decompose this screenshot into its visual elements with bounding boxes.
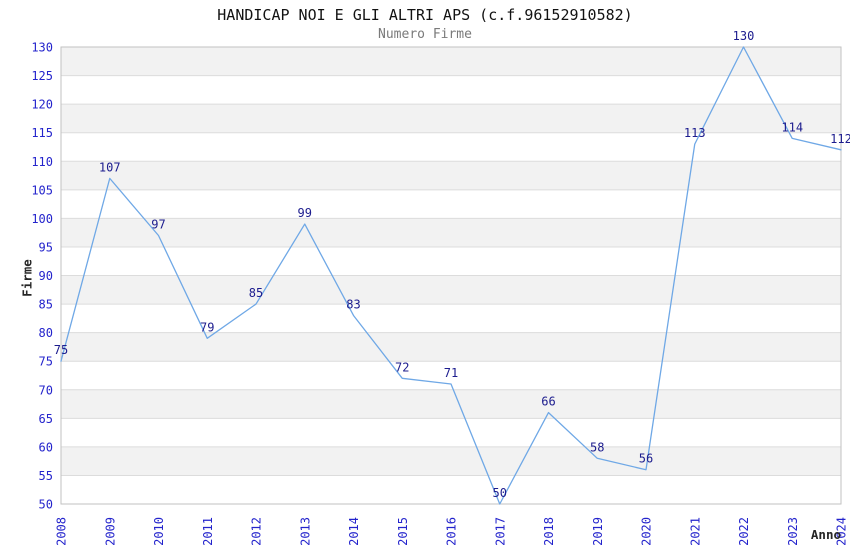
y-tick-label: 65 <box>39 412 53 426</box>
x-tick-label: 2022 <box>737 517 751 546</box>
chart-subtitle: Numero Firme <box>378 27 472 42</box>
x-tick-label: 2024 <box>835 517 849 546</box>
y-tick-label: 105 <box>31 183 53 197</box>
chart-title: HANDICAP NOI E GLI ALTRI APS (c.f.961529… <box>217 6 633 24</box>
data-point-label: 72 <box>395 360 409 374</box>
y-tick-label: 80 <box>39 326 53 340</box>
y-tick-label: 125 <box>31 69 53 83</box>
y-tick-label: 75 <box>39 355 53 369</box>
x-tick-label: 2019 <box>591 517 605 546</box>
data-series-line <box>60 46 842 505</box>
data-point-label: 114 <box>781 120 803 134</box>
data-point-label: 66 <box>541 395 555 409</box>
x-axis-label: Anno <box>810 527 841 542</box>
data-point-label: 50 <box>493 486 507 500</box>
x-tick-label: 2015 <box>396 517 410 546</box>
data-point-label: 130 <box>733 29 755 43</box>
y-tick-label: 100 <box>31 212 53 226</box>
x-tick-label: 2020 <box>640 517 654 546</box>
y-tick-label: 50 <box>39 498 53 512</box>
y-tick-label: 120 <box>31 98 53 112</box>
y-tick-label: 90 <box>39 269 53 283</box>
y-tick-label: 85 <box>39 298 53 312</box>
data-point-label: 71 <box>444 366 458 380</box>
y-tick-label: 115 <box>31 126 53 140</box>
grid-band <box>61 104 841 133</box>
grid-band <box>61 275 841 305</box>
x-tick-label: 2018 <box>542 517 556 546</box>
y-tick-label: 130 <box>31 41 53 55</box>
x-tick-label: 2013 <box>298 517 312 546</box>
x-tick-label: 2011 <box>201 517 215 546</box>
x-tick-label: 2010 <box>152 517 166 546</box>
grid-band <box>61 47 841 76</box>
data-point-label: 56 <box>639 452 653 466</box>
x-tick-label: 2008 <box>55 517 69 546</box>
x-tick-label: 2009 <box>103 517 117 546</box>
data-point-label: 83 <box>346 297 360 311</box>
x-tick-label: 2021 <box>688 517 702 546</box>
data-point-label: 58 <box>590 440 604 454</box>
data-point-label: 79 <box>200 320 214 334</box>
data-point-label: 107 <box>99 160 121 174</box>
y-tick-label: 110 <box>31 155 53 169</box>
grid-band <box>61 218 841 247</box>
y-tick-label: 95 <box>39 240 53 254</box>
y-tick-label: 70 <box>39 383 53 397</box>
data-point-label: 97 <box>151 218 165 232</box>
x-tick-label: 2023 <box>786 517 800 546</box>
x-tick-label: 2012 <box>250 517 264 546</box>
plot-border <box>60 46 842 505</box>
x-tick-label: 2017 <box>493 517 507 546</box>
grid-band <box>61 389 841 419</box>
grid-band <box>61 332 841 362</box>
grid-band <box>61 446 841 476</box>
data-point-label: 99 <box>298 206 312 220</box>
data-point-label: 85 <box>249 286 263 300</box>
grid-band <box>61 161 841 190</box>
data-point-label: 75 <box>54 343 68 357</box>
data-point-label: 113 <box>684 126 706 140</box>
y-tick-label: 55 <box>39 469 53 483</box>
data-point-label: 112 <box>830 132 850 146</box>
y-tick-label: 60 <box>39 440 53 454</box>
x-tick-label: 2014 <box>347 517 361 546</box>
x-tick-label: 2016 <box>445 517 459 546</box>
